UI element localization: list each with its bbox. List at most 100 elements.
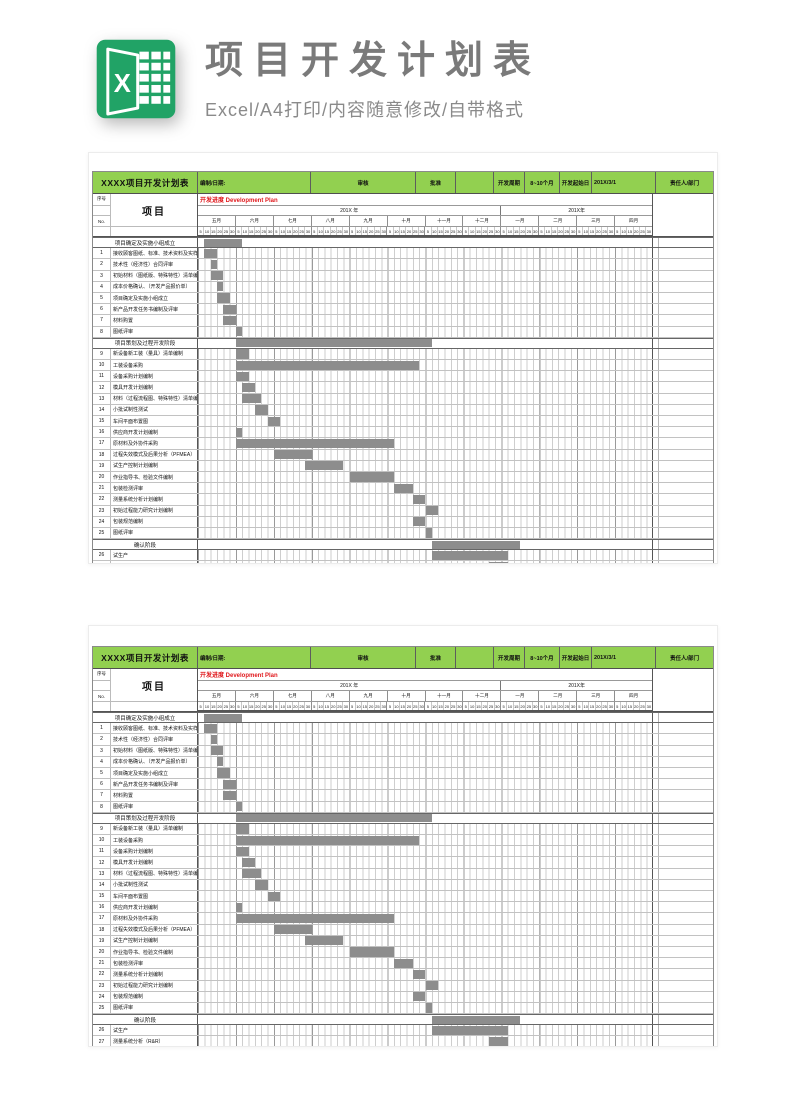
- day-cell: 10: [621, 702, 628, 711]
- month-cell: 五月: [198, 691, 236, 702]
- task-number: 13: [93, 393, 111, 404]
- task-number: 13: [93, 868, 111, 879]
- start-date-value-cell: 201X/3/1: [592, 647, 656, 668]
- gantt-chart-cell: [198, 292, 653, 304]
- task-row: 1 接收顾客图纸、标准、技术资料及实样: [93, 723, 713, 735]
- gantt-chart-cell: [198, 427, 653, 438]
- gantt-chart-cell: [198, 767, 653, 779]
- spacer-cell: [653, 846, 658, 857]
- start-date-value-cell: 201X/3/1: [592, 172, 656, 193]
- day-cell: 20: [444, 702, 451, 711]
- day-cell: 5: [236, 227, 243, 236]
- task-row: 21 包装检测评审: [93, 483, 713, 495]
- gantt-bar: [235, 427, 243, 437]
- task-label: 技术性（经济性）合同评审: [111, 259, 198, 270]
- day-cell: 10: [431, 227, 438, 236]
- day-cell: 5: [539, 227, 546, 236]
- day-cell: 30: [267, 227, 274, 236]
- spacer-cell: [653, 449, 658, 460]
- day-cell: 10: [621, 227, 628, 236]
- task-row: 13 材料（过程流程图、特殊特性）清单编制: [93, 868, 713, 880]
- day-cell: 15: [514, 702, 520, 711]
- owner-column-header: [653, 194, 713, 236]
- spacer-cell: [653, 382, 658, 393]
- spacer-cell: [653, 745, 658, 756]
- day-cell: 20: [406, 227, 413, 236]
- spacer-cell: [653, 540, 658, 550]
- task-row: 15 车间平面布置图: [93, 891, 713, 903]
- gantt-chart-cell: [198, 745, 653, 756]
- owner-cell: [658, 460, 713, 471]
- task-number: 19: [93, 460, 111, 471]
- spacer-cell: [653, 980, 658, 991]
- task-row: 9 新设备新工装（量具）清单编制: [93, 348, 713, 361]
- day-cell: 5: [463, 227, 470, 236]
- gantt-chart-cell: [198, 1036, 653, 1046]
- gantt-chart-cell: [198, 338, 653, 348]
- day-cell: 10: [318, 702, 325, 711]
- dev-cycle-value-cell: 8~10个月: [525, 647, 560, 668]
- owner-cell: [658, 527, 713, 539]
- task-label: 项目确定及实施小组成立: [111, 767, 198, 779]
- owner-cell: [658, 823, 713, 835]
- year-cell: 201X年: [568, 208, 585, 215]
- day-cell: 30: [495, 227, 501, 236]
- day-cell: 10: [469, 702, 476, 711]
- day-cell: 25: [261, 227, 268, 236]
- task-label: 初始材料（图纸版、特殊特性）清单编制: [111, 745, 198, 756]
- day-cell: 25: [488, 702, 495, 711]
- owner-cell: [658, 745, 713, 756]
- month-cell: 八月: [312, 691, 350, 702]
- spacer-cell: [653, 471, 658, 483]
- day-cell: 25: [488, 227, 495, 236]
- gantt-bar: [210, 734, 217, 745]
- task-number: 9: [93, 348, 111, 360]
- owner-cell: [658, 1015, 713, 1025]
- task-label: 成本价格确认、（开发产品报价单）: [111, 756, 198, 767]
- spacer-cell: [653, 835, 658, 846]
- day-cell: 30: [305, 702, 312, 711]
- task-label: 试生产控制计划编制: [111, 935, 198, 946]
- gantt-bar: [235, 835, 420, 845]
- gantt-bar: [223, 315, 236, 325]
- gantt-bar: [425, 1003, 432, 1013]
- task-row: 3 初始材料（图纸版、特殊特性）清单编制: [93, 270, 713, 282]
- task-label: 项目确定及实施小组成立: [111, 292, 198, 304]
- spacer-cell: [653, 483, 658, 494]
- gantt-bar: [235, 327, 243, 337]
- spreadsheet-preview-mount-1: XXXX项目开发计划表 编制/日期: 审核 批准 开发周期 8~10个月 开发起始日 201X…: [92, 171, 714, 563]
- spacer-cell: [653, 779, 658, 790]
- owner-cell: [658, 281, 713, 292]
- day-cell: 20: [633, 702, 640, 711]
- gantt-bar: [235, 438, 394, 449]
- day-cell: 10: [356, 227, 363, 236]
- owner-cell: [658, 550, 713, 561]
- task-row: 2 技术性（经济性）合同评审: [93, 259, 713, 271]
- day-cell: 15: [438, 702, 445, 711]
- day-cell: 10: [583, 227, 590, 236]
- gantt-chart-cell: [198, 1015, 653, 1025]
- day-cell: 25: [223, 702, 230, 711]
- task-number: 6: [93, 779, 111, 790]
- day-cell: 30: [570, 702, 577, 711]
- day-cell: 25: [261, 702, 268, 711]
- blank-cell: [456, 647, 494, 668]
- task-row: 9 新设备新工装（量具）清单编制: [93, 823, 713, 836]
- day-cell: 25: [299, 702, 306, 711]
- owner-cell: [658, 980, 713, 991]
- day-cell: 25: [450, 227, 457, 236]
- gantt-bar: [216, 282, 224, 292]
- sheet-title-cell: XXXX项目开发计划表: [93, 172, 198, 193]
- gantt-chart-cell: [198, 516, 653, 527]
- month-cell: 十二月: [463, 216, 502, 227]
- task-number: 7: [93, 790, 111, 801]
- month-cell: 二月: [539, 216, 578, 227]
- task-number: 23: [93, 505, 111, 516]
- gantt-bar: [235, 339, 432, 348]
- day-cell: 5: [577, 702, 584, 711]
- owner-cell: [658, 1025, 713, 1036]
- gantt-chart-cell: [198, 857, 653, 868]
- task-row: 13 材料（过程流程图、特殊特性）清单编制: [93, 393, 713, 405]
- task-label: 测量系统分析计划编制: [111, 969, 198, 980]
- day-cell: 30: [343, 227, 350, 236]
